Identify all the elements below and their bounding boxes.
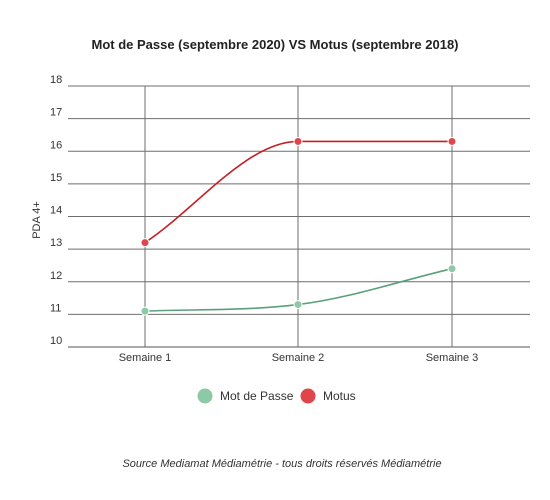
- legend-swatch: [197, 388, 213, 404]
- legend-item[interactable]: Motus: [300, 388, 356, 404]
- data-point[interactable]: [447, 136, 457, 146]
- x-tick-labels: Semaine 1 Semaine 2 Semaine 3: [119, 352, 479, 364]
- y-tick-label: 17: [50, 107, 62, 119]
- legend-item[interactable]: Mot de Passe: [197, 388, 294, 404]
- legend: Mot de Passe Motus: [197, 388, 356, 404]
- source-note: Source Mediamat Médiamétrie - tous droit…: [122, 458, 441, 470]
- x-tick-label: Semaine 1: [119, 352, 172, 364]
- y-tick-label: 12: [50, 270, 62, 282]
- y-axis-label: PDA 4+: [31, 201, 43, 239]
- legend-label: Mot de Passe: [220, 389, 294, 403]
- data-point[interactable]: [447, 264, 457, 274]
- series-1: [140, 264, 457, 316]
- y-tick-label: 10: [50, 335, 62, 347]
- y-tick-label: 15: [50, 172, 62, 184]
- y-tick-label: 14: [50, 205, 62, 217]
- legend-swatch: [300, 388, 316, 404]
- x-tick-label: Semaine 3: [426, 352, 479, 364]
- chart-title: Mot de Passe (septembre 2020) VS Motus (…: [91, 37, 458, 52]
- y-tick-label: 18: [50, 74, 62, 86]
- data-point[interactable]: [140, 306, 150, 316]
- y-tick-label: 11: [50, 302, 61, 314]
- x-tick-label: Semaine 2: [272, 352, 325, 364]
- data-point[interactable]: [293, 300, 303, 310]
- y-tick-label: 13: [50, 237, 62, 249]
- series: [140, 136, 457, 316]
- data-point[interactable]: [293, 136, 303, 146]
- y-tick-label: 16: [50, 139, 62, 151]
- y-tick-labels: 10 11 12 13 14 15 16 17 18: [50, 74, 62, 347]
- legend-label: Motus: [323, 389, 356, 403]
- data-point[interactable]: [140, 238, 150, 248]
- series-2: [140, 136, 457, 248]
